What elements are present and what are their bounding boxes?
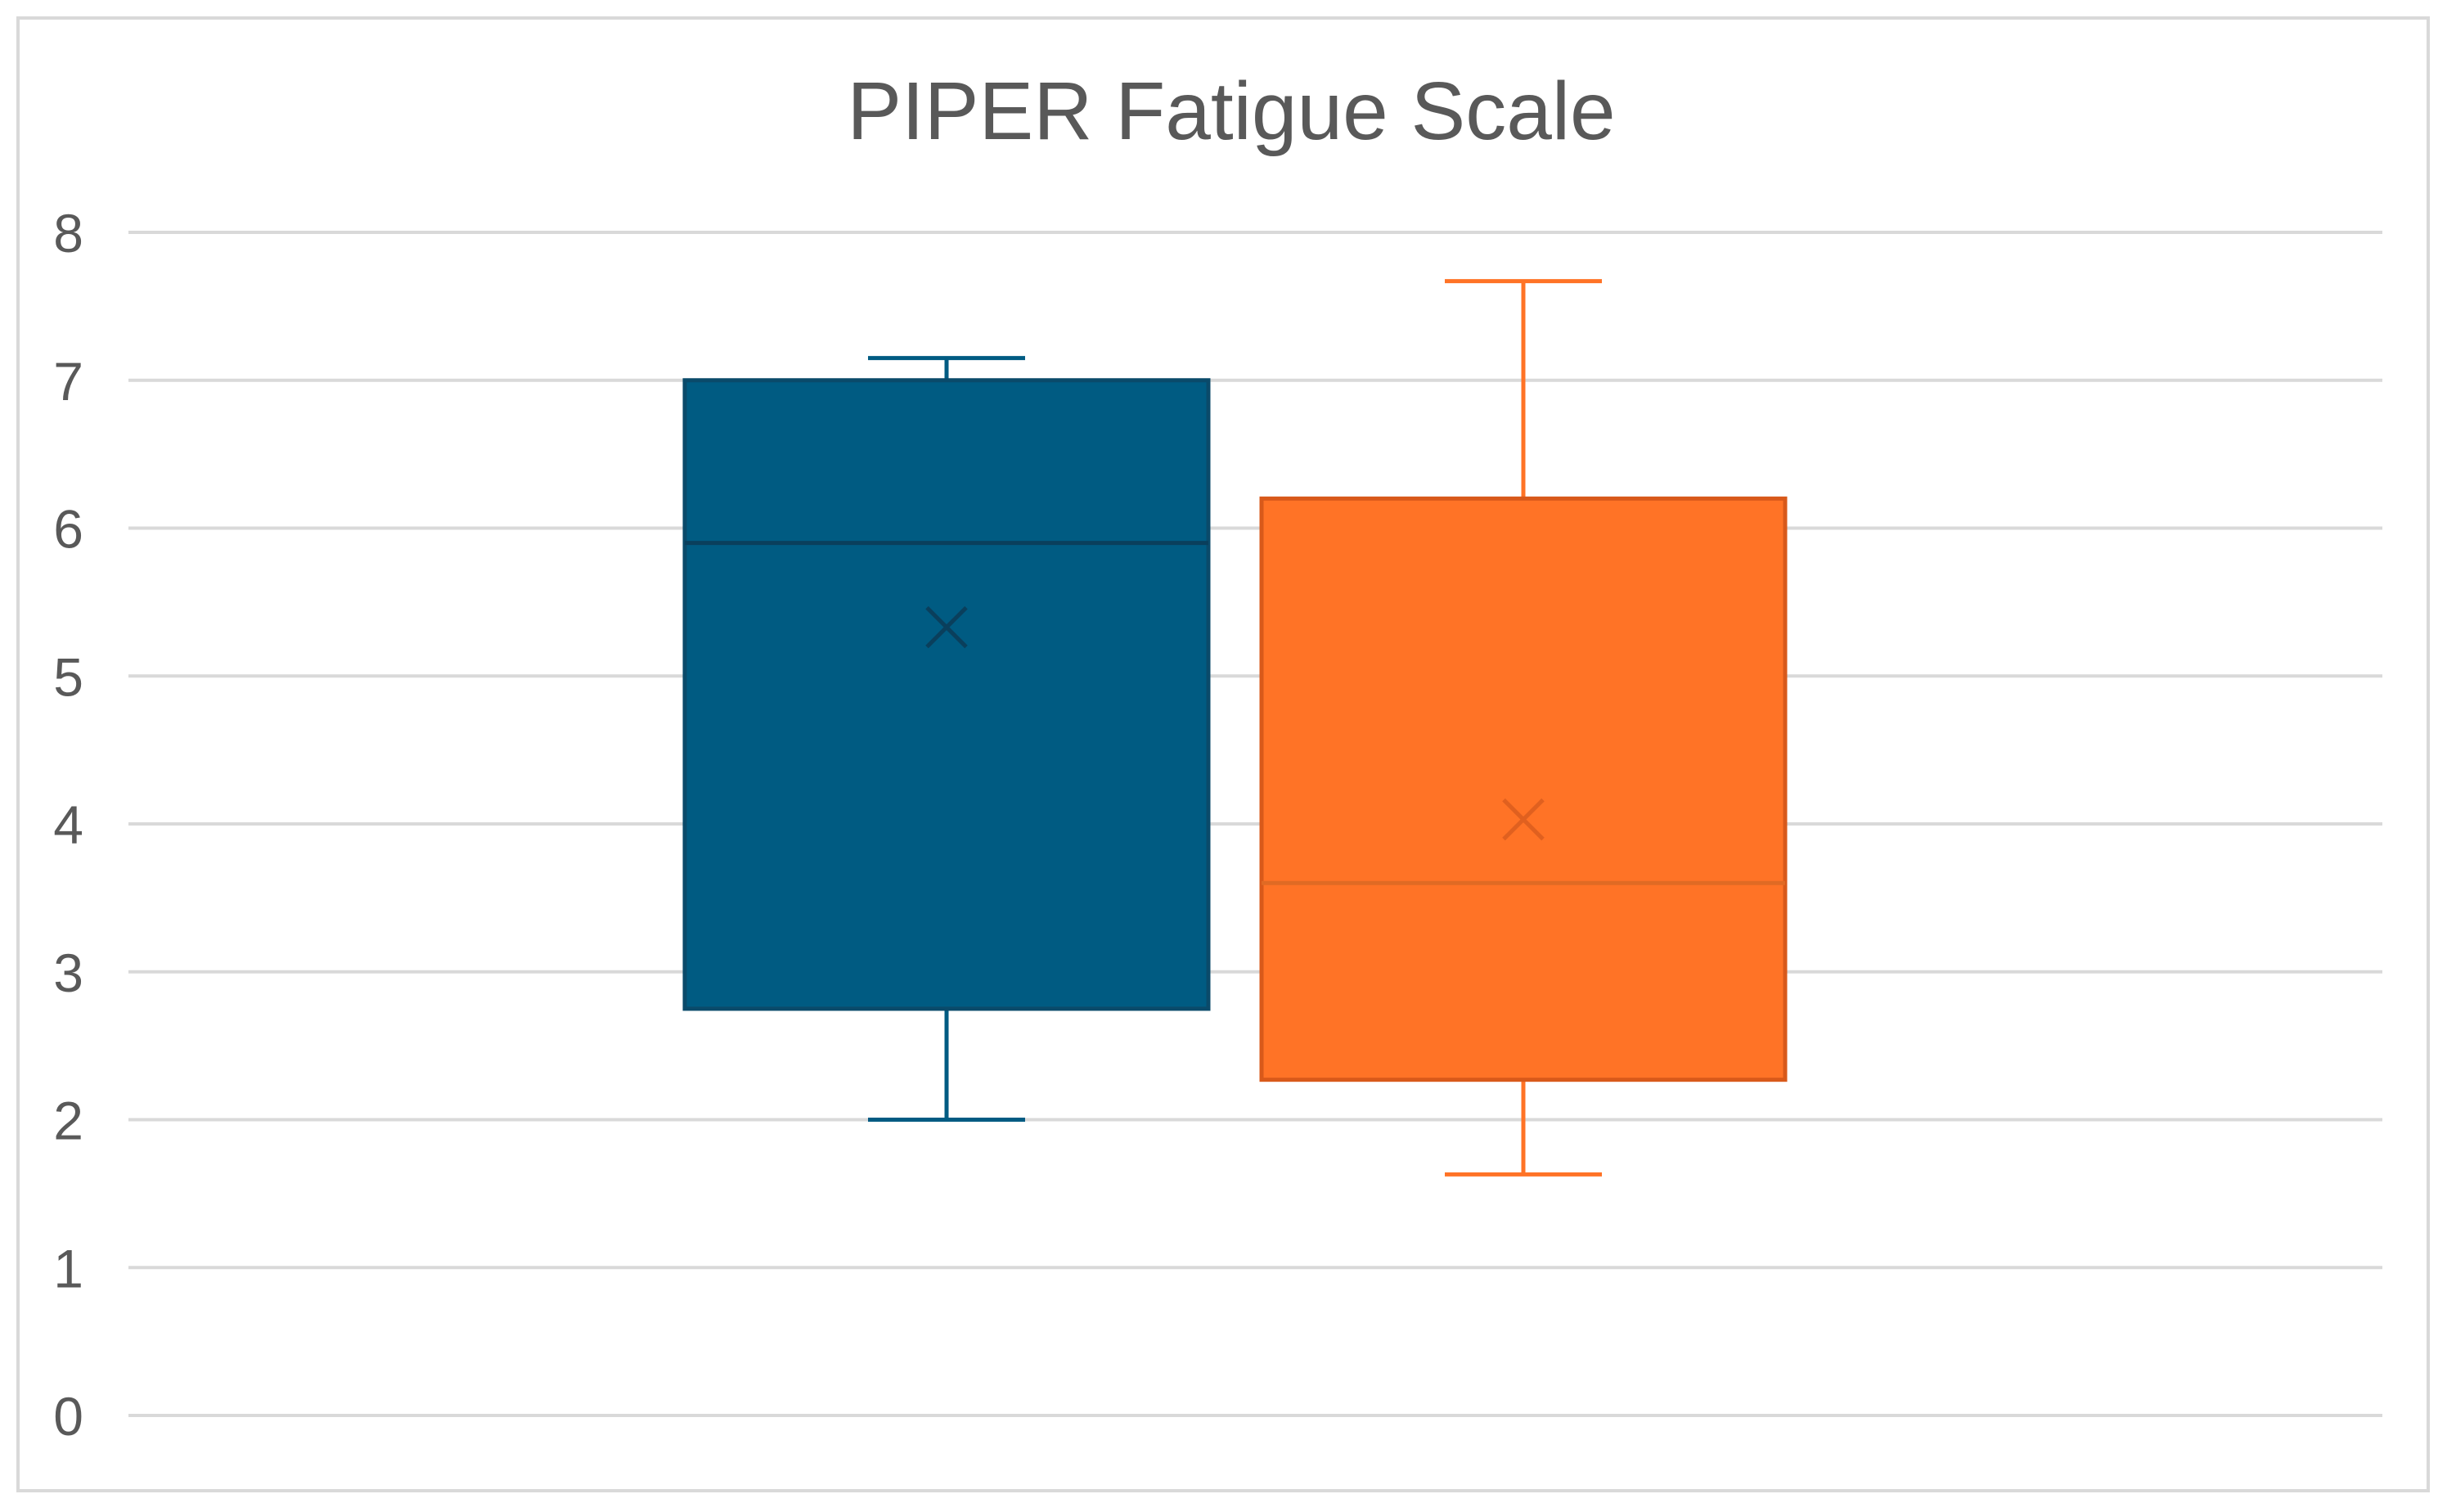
chart-title: PIPER Fatigue Scale	[847, 65, 1615, 157]
y-tick-label: 1	[53, 1238, 83, 1298]
y-tick-label: 4	[53, 794, 83, 855]
y-tick-label: 0	[53, 1386, 83, 1447]
y-axis-tick-labels: 0 1 2 3 4 5 6 7 8	[53, 203, 83, 1447]
y-tick-label: 3	[53, 943, 83, 1003]
y-tick-label: 2	[53, 1091, 83, 1151]
y-tick-label: 5	[53, 646, 83, 707]
gridlines	[128, 231, 2382, 1417]
box-series	[682, 279, 1788, 1177]
iqr-box	[1259, 496, 1788, 1082]
y-tick-label: 7	[53, 351, 83, 412]
mean-marker-stroke-b	[925, 605, 968, 649]
box-series-1	[682, 356, 1211, 1122]
iqr-box	[682, 378, 1211, 1011]
y-tick-label: 6	[53, 499, 83, 560]
y-tick-label: 8	[53, 203, 83, 263]
chart-border	[16, 16, 2430, 1492]
box-series-2	[1259, 279, 1788, 1177]
mean-marker-stroke-b	[1502, 798, 1545, 841]
